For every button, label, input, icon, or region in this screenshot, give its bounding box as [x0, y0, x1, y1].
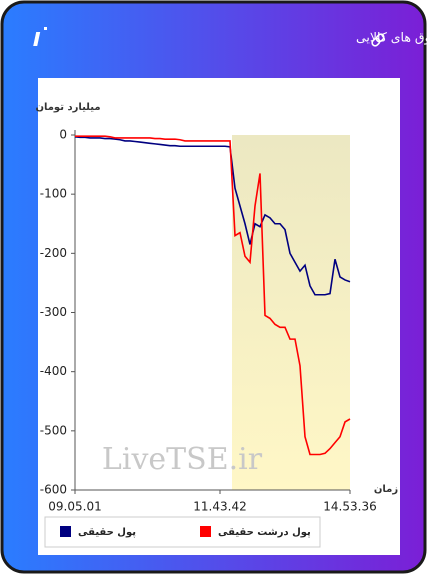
series-line — [74, 135, 351, 296]
shaded-region — [232, 135, 350, 490]
y-tick-label: -600 — [40, 483, 67, 497]
x-tick-label: 11.43.42 — [193, 500, 246, 514]
x-tick-label: 09.05.01 — [48, 500, 101, 514]
link-icon[interactable] — [371, 33, 385, 47]
y-axis-label: میلیارد تومان — [35, 102, 100, 113]
info-icon[interactable] — [33, 27, 47, 46]
legend-box — [44, 516, 321, 548]
series-line — [75, 135, 351, 456]
legend-label: پول حقیقی — [78, 527, 136, 538]
y-tick-label: -300 — [40, 305, 67, 319]
watermark: LiveTSE.ir — [102, 442, 263, 477]
y-tick-label: 0 — [59, 128, 67, 142]
card-title: ورود و خروج پول حقیقی و پول درشت حقیقی ب… — [356, 30, 427, 46]
y-tick-label: -200 — [40, 246, 67, 260]
y-tick-label: -400 — [40, 364, 67, 378]
legend-swatch — [60, 526, 71, 537]
x-tick-label: 14.53.36 — [323, 500, 376, 514]
y-tick-label: -100 — [40, 187, 67, 201]
legend-swatch — [200, 526, 211, 537]
x-axis-label: زمان — [374, 484, 398, 495]
y-tick-label: -500 — [40, 423, 67, 437]
legend-label: پول درشت حقیقی — [218, 527, 311, 538]
